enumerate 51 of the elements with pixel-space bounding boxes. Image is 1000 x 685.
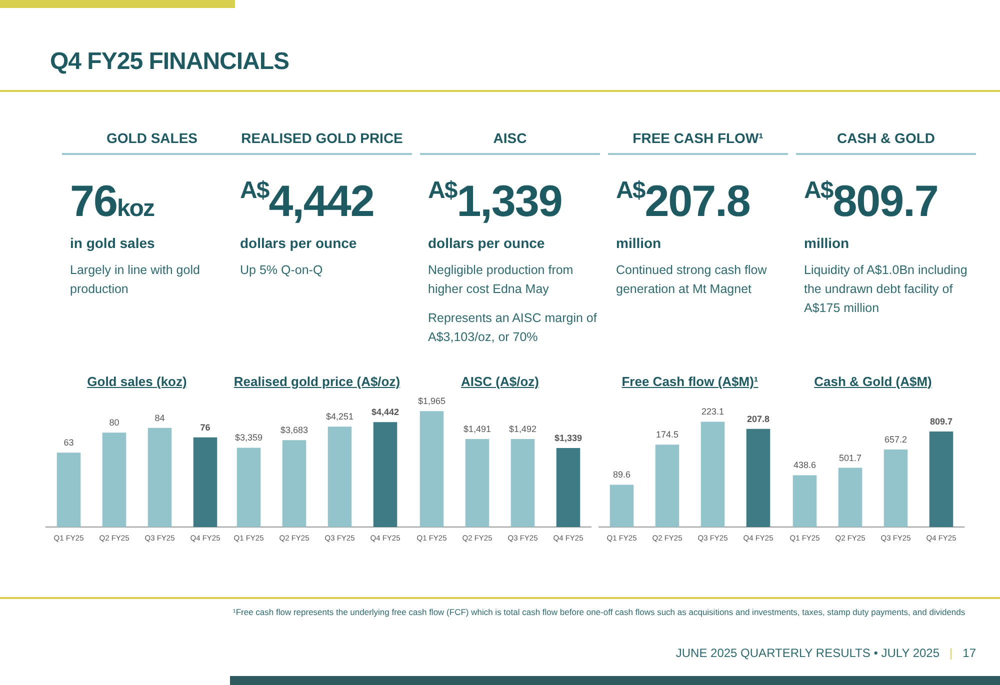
text: Negligible production from higher cost Edna May	[428, 262, 574, 298]
data-label: $1,339	[554, 432, 582, 443]
text: dollars per ounce	[240, 235, 358, 251]
data-label: $1,491	[463, 424, 492, 434]
text: $^{A$}$207.8	[616, 177, 751, 227]
text: Continued strong cash flow generation at Mt Magnet	[616, 262, 768, 298]
text: Liquidity of A$1.0Bn including the undrawn debt facility of A$175 million	[804, 262, 968, 317]
text: JUNE 2025 QUARTERLY RESULTS • JULY 2025	[676, 646, 940, 660]
text: Q4 FY25 FINANCIALS	[50, 48, 290, 76]
text: GOLD SALES	[62, 130, 242, 155]
data-label: $3,359	[234, 432, 263, 443]
data-label: 809.7	[930, 416, 953, 426]
text: FREE CASH FLOW¹	[608, 130, 788, 155]
text: $^{A$}$1,339	[428, 177, 563, 227]
text: $^{A$}$4,442	[240, 177, 375, 227]
text: in gold sales	[70, 235, 155, 251]
text: CASH & GOLD	[796, 130, 976, 155]
text: Up 5% Q-on-Q	[240, 262, 324, 279]
text: AISC	[420, 130, 600, 155]
chart-title: AISC (A$/oz)	[460, 374, 540, 389]
data-label: $4,251	[326, 412, 354, 422]
data-label: 501.7	[838, 452, 862, 463]
data-label: $4,442	[371, 407, 400, 418]
text: million	[616, 235, 662, 251]
text: $^{A$}$809.7	[804, 177, 939, 227]
text: 17	[962, 646, 976, 660]
data-label: $1,965	[418, 396, 446, 406]
chart-title: Free Cash flow (A$M)¹	[620, 374, 760, 389]
text: million	[804, 235, 850, 251]
text: dollars per ounce	[428, 235, 546, 251]
data-label: 223.1	[701, 406, 724, 417]
text: 76koz	[70, 177, 154, 226]
text: ¹Free cash flow represents the underlying free cash flow (FCF) which is total cash flow before one-off cash flows such as acquisitions and investments, taxes, stamp duty payments, and dividends	[233, 607, 966, 617]
text: |	[950, 646, 953, 660]
data-label: 207.8	[746, 414, 770, 424]
data-label: 89.6	[612, 470, 631, 480]
chart-title: Cash & Gold (A$M)	[813, 374, 933, 389]
data-label: 80	[109, 418, 120, 428]
chart-title: Gold sales (koz)	[86, 374, 188, 389]
data-label: 76	[200, 422, 210, 432]
text: REALISED GOLD PRICE	[232, 130, 412, 155]
data-label: 84	[154, 412, 165, 423]
data-label: 63	[64, 438, 74, 448]
data-label: $3,683	[280, 425, 308, 436]
data-label: $1,492	[508, 424, 537, 434]
data-label: 174.5	[656, 430, 679, 440]
text: Largely in line with gold production	[70, 263, 200, 296]
text: Represents an AISC margin of A$3,103/oz, or 70%	[428, 310, 598, 346]
data-label: 438.6	[793, 460, 816, 470]
data-label: 657.2	[884, 434, 908, 444]
chart-title: Realised gold price (A$/oz)	[232, 374, 402, 389]
